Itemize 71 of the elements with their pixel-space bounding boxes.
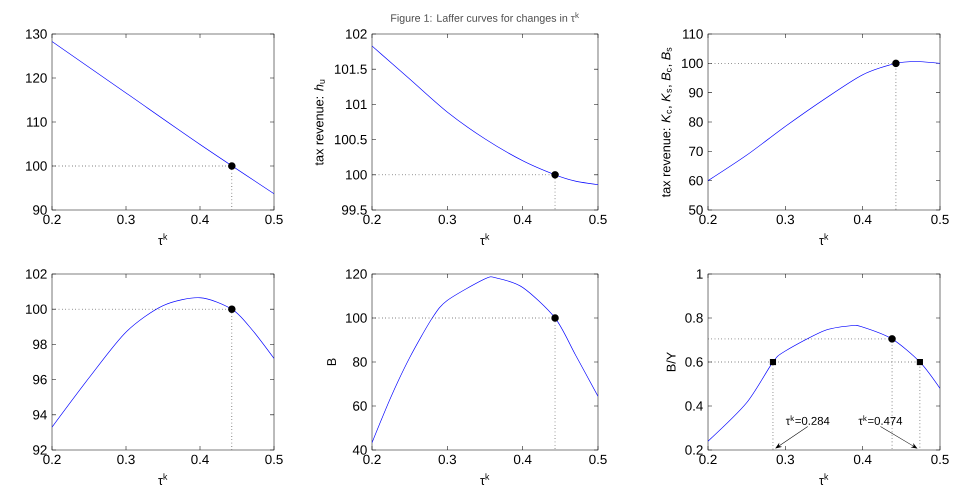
y-tick-label: 92 [33,445,47,455]
y-tick-label: 96 [33,374,47,384]
y-tick-label: 80 [353,357,367,367]
x-tick-label: 0.5 [265,454,283,464]
x-axis-title: τ$^{k}$ [480,473,490,485]
x-tick-label: 0.3 [438,454,456,464]
y-tick-label: 100 [346,313,367,323]
text: tax revenue: K$_{c}$, K$_{s}$, B$_{c}$, B$_{s}$ [662,48,672,198]
y-tick-label: 0.8 [685,313,703,323]
x-tick-label: 0.2 [43,454,61,464]
y-axis-title: B/Y [666,352,676,372]
x-tick-label: 0.4 [854,214,872,224]
y-tick-label: 99.5 [342,205,367,215]
y-tick-label: 60 [689,176,703,186]
x-tick-label: 0.5 [589,454,607,464]
y-tick-label: 101 [346,100,367,110]
y-tick-label: 50 [689,205,703,215]
y-tick-label: 80 [689,117,703,127]
x-tick-label: 0.2 [363,454,381,464]
x-tick-label: 0.4 [191,214,209,224]
x-tick-label: 0.5 [265,214,283,224]
x-axis-title: τ$^{k}$ [480,233,490,245]
y-tick-label: 90 [689,88,703,98]
y-tick-label: 110 [683,29,703,39]
x-tick-label: 0.4 [514,454,532,464]
x-axis-title: τ$^{k}$ [819,473,828,485]
y-tick-label: 60 [353,401,367,411]
x-tick-label: 0.2 [699,214,717,224]
x-tick-label: 0.5 [931,454,949,464]
y-tick-label: 102 [346,29,367,39]
x-tick-label: 0.3 [438,214,456,224]
x-tick-label: 0.3 [776,214,794,224]
x-tick-label: 0.3 [776,454,794,464]
annotation: τ$^{k}$=0.474 [858,415,902,425]
x-tick-label: 0.4 [191,454,209,464]
y-tick-label: 70 [689,146,703,156]
x-axis-title: τ$^{k}$ [158,473,168,485]
x-axis-title: τ$^{k}$ [819,233,828,245]
y-tick-label: 100.5 [334,134,367,144]
x-tick-label: 0.5 [589,214,607,224]
x-tick-label: 0.4 [514,214,532,224]
y-tick-label: 40 [352,445,367,455]
y-tick-label: 0.2 [685,445,703,455]
x-tick-label: 0.2 [43,214,61,224]
y-tick-label: 120 [26,73,47,83]
y-tick-label: 130 [26,29,47,39]
y-tick-label: 100 [682,58,703,68]
y-tick-label: 120 [346,269,367,279]
y-tick-label: 94 [33,410,47,420]
y-tick-label: 100 [26,304,47,314]
y-tick-label: 1 [696,269,703,279]
y-tick-label: 98 [33,340,47,350]
y-tick-label: 102 [26,269,47,279]
x-tick-label: 0.5 [931,214,949,224]
y-tick-label: 100 [26,161,47,171]
x-axis-title: τ$^{k}$ [158,233,168,245]
y-tick-label: 0.6 [685,357,703,367]
y-tick-label: 90 [33,205,47,215]
x-tick-label: 0.4 [854,454,872,464]
y-axis-title: tax revenue: h$_{u}$ [314,80,325,166]
y-axis-title: B [327,358,336,366]
x-tick-label: 0.2 [699,454,717,464]
y-tick-label: 110 [27,117,47,127]
y-tick-label: 101.5 [334,64,367,74]
y-tick-label: 100 [346,170,367,180]
x-tick-label: 0.3 [117,214,135,224]
y-tick-label: 0.4 [685,401,703,411]
x-tick-label: 0.2 [363,214,381,224]
chart-title: Figure 1: Laffer curves for changes in τ$^{k}$ [391,12,580,24]
x-tick-label: 0.3 [117,454,135,464]
annotation: τ$^{k}$=0.284 [786,415,830,425]
